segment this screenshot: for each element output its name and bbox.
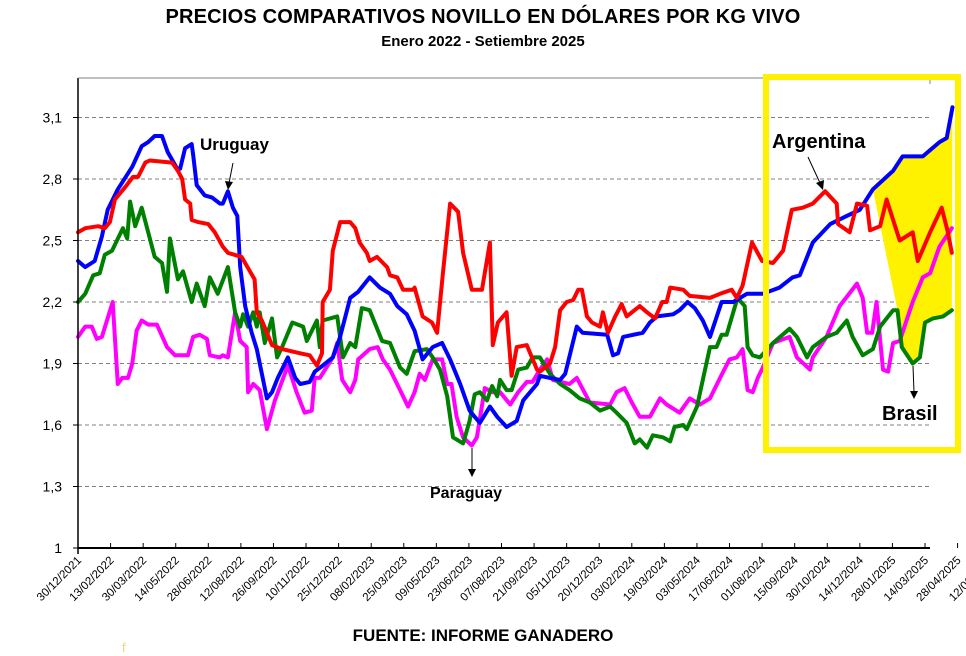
- arrow-uruguay: [228, 162, 234, 184]
- label-argentina: Argentina: [772, 131, 866, 153]
- label-brasil: Brasil: [882, 403, 938, 425]
- y-tick-label: 1,3: [43, 479, 63, 495]
- chart-source: FUENTE: INFORME GANADERO: [352, 626, 614, 645]
- series-line-brasil: [76, 199, 954, 450]
- y-tick-label: 2,5: [43, 233, 63, 249]
- series-annotations: Uruguay Argentina Paraguay Brasil: [200, 131, 938, 502]
- chart-subtitle: Enero 2022 - Setiembre 2025: [381, 33, 585, 50]
- highlight-frame: [763, 74, 961, 453]
- y-tick-label: 1,6: [43, 417, 63, 433]
- y-tick-label: 3,1: [43, 110, 63, 126]
- watermark-mark: f: [122, 640, 126, 655]
- highlight-box: [763, 74, 961, 453]
- x-axis-ticks: 30/12/202113/02/202230/03/202214/05/2022…: [35, 543, 966, 604]
- y-axis-ticks: 3,1 2,8 2,5 2,2 1,9 1,6 1,3 1: [43, 110, 78, 556]
- arrow-argentina: [807, 156, 821, 184]
- arrow-paraguay-head: [468, 469, 476, 477]
- y-tick-label: 1,9: [43, 356, 63, 372]
- series-line-argentina: [76, 158, 954, 378]
- y-tick-label: 2,2: [43, 294, 63, 310]
- series-lines: [76, 105, 955, 450]
- arrow-uruguay-head: [225, 181, 233, 190]
- series-line-paraguay: [76, 226, 954, 448]
- arrow-argentina-head: [816, 180, 824, 190]
- y-tick-label: 2,8: [43, 171, 63, 187]
- y-tick-label: 1: [54, 540, 62, 556]
- chart-title: PRECIOS COMPARATIVOS NOVILLO EN DÓLARES …: [165, 6, 801, 28]
- series-line-uruguay: [76, 105, 955, 429]
- label-paraguay: Paraguay: [430, 485, 502, 502]
- arrow-brasil: [912, 365, 915, 393]
- grid-lines: [78, 117, 930, 487]
- arrow-brasil-head: [910, 391, 918, 399]
- label-uruguay: Uruguay: [200, 135, 270, 154]
